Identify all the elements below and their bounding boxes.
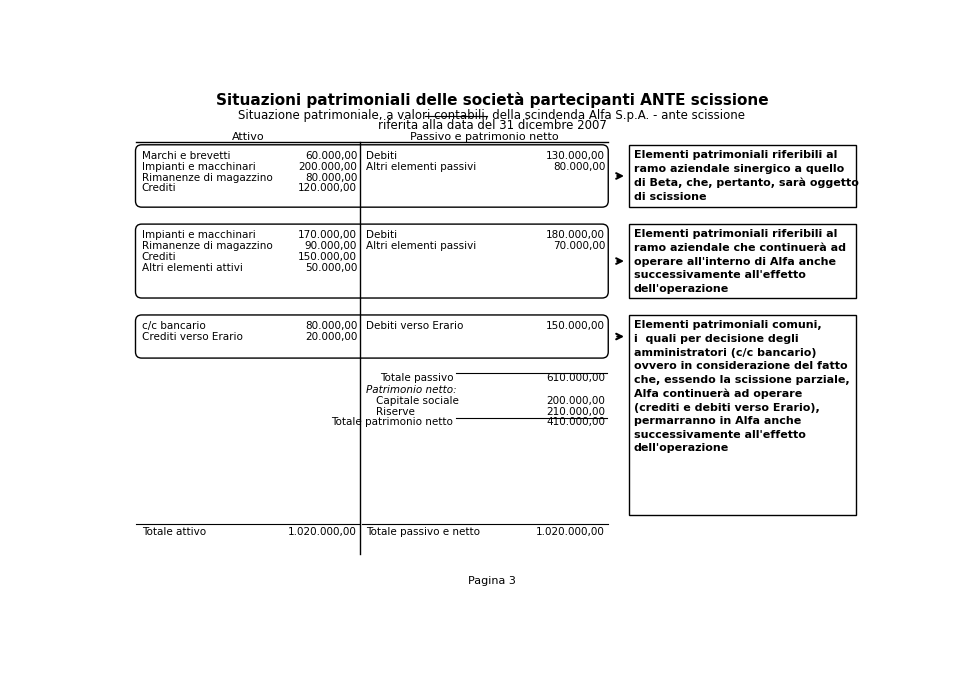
Text: Totale passivo: Totale passivo [380,373,453,383]
Text: 60.000,00: 60.000,00 [304,151,357,161]
Text: Rimanenze di magazzino: Rimanenze di magazzino [142,241,273,251]
Text: Elementi patrimoniali riferibili al
ramo aziendale che continuerà ad
operare all: Elementi patrimoniali riferibili al ramo… [634,229,846,294]
Text: Elementi patrimoniali comuni,
i  quali per decisione degli
amministratori (c/c b: Elementi patrimoniali comuni, i quali pe… [634,320,850,454]
Text: 50.000,00: 50.000,00 [304,263,357,272]
Text: 410.000,00: 410.000,00 [546,417,605,427]
Text: Attivo: Attivo [231,133,264,142]
Text: 80.000,00: 80.000,00 [304,173,357,183]
Text: riferita alla data del 31 dicembre 2007: riferita alla data del 31 dicembre 2007 [377,119,607,131]
Text: Passivo e patrimonio netto: Passivo e patrimonio netto [410,133,559,142]
Text: Debiti: Debiti [367,151,397,161]
Text: 130.000,00: 130.000,00 [546,151,605,161]
Text: Altri elementi passivi: Altri elementi passivi [367,162,477,172]
Text: Rimanenze di magazzino: Rimanenze di magazzino [142,173,273,183]
Text: 150.000,00: 150.000,00 [299,252,357,262]
Text: 210.000,00: 210.000,00 [546,406,605,417]
Text: 200.000,00: 200.000,00 [546,396,605,406]
Text: Totale patrimonio netto: Totale patrimonio netto [331,417,453,427]
Text: Pagina 3: Pagina 3 [468,576,516,586]
Text: Situazioni patrimoniali delle società partecipanti ANTE scissione: Situazioni patrimoniali delle società pa… [216,92,768,108]
Text: 170.000,00: 170.000,00 [299,231,357,240]
Text: Elementi patrimoniali riferibili al
ramo aziendale sinergico a quello
di Beta, c: Elementi patrimoniali riferibili al ramo… [634,150,858,202]
Text: Situazione patrimoniale, a valori contabili, della scindenda Alfa S.p.A. - ante : Situazione patrimoniale, a valori contab… [238,109,746,121]
Text: 200.000,00: 200.000,00 [299,162,357,172]
Text: Crediti verso Erario: Crediti verso Erario [142,332,243,342]
Text: 70.000,00: 70.000,00 [553,241,605,251]
Text: Riserve: Riserve [375,406,415,417]
Text: Crediti: Crediti [142,183,177,193]
Text: Impianti e macchinari: Impianti e macchinari [142,162,255,172]
Text: 150.000,00: 150.000,00 [546,321,605,331]
Text: c/c bancario: c/c bancario [142,321,205,331]
Text: Altri elementi attivi: Altri elementi attivi [142,263,243,272]
Text: 90.000,00: 90.000,00 [304,241,357,251]
Text: Patrimonio netto:: Patrimonio netto: [367,385,457,395]
Text: Totale passivo e netto: Totale passivo e netto [367,526,480,537]
Text: 180.000,00: 180.000,00 [546,231,605,240]
Text: 80.000,00: 80.000,00 [304,321,357,331]
Text: 120.000,00: 120.000,00 [299,183,357,193]
Text: 20.000,00: 20.000,00 [304,332,357,342]
Text: Totale attivo: Totale attivo [142,526,205,537]
Text: 1.020.000,00: 1.020.000,00 [288,526,357,537]
Text: Debiti: Debiti [367,231,397,240]
Text: Altri elementi passivi: Altri elementi passivi [367,241,477,251]
Text: Debiti verso Erario: Debiti verso Erario [367,321,464,331]
Text: Marchi e brevetti: Marchi e brevetti [142,151,230,161]
Text: 610.000,00: 610.000,00 [546,373,605,383]
Text: 80.000,00: 80.000,00 [553,162,605,172]
Text: Crediti: Crediti [142,252,177,262]
Text: Impianti e macchinari: Impianti e macchinari [142,231,255,240]
Text: 1.020.000,00: 1.020.000,00 [537,526,605,537]
Text: Capitale sociale: Capitale sociale [375,396,459,406]
